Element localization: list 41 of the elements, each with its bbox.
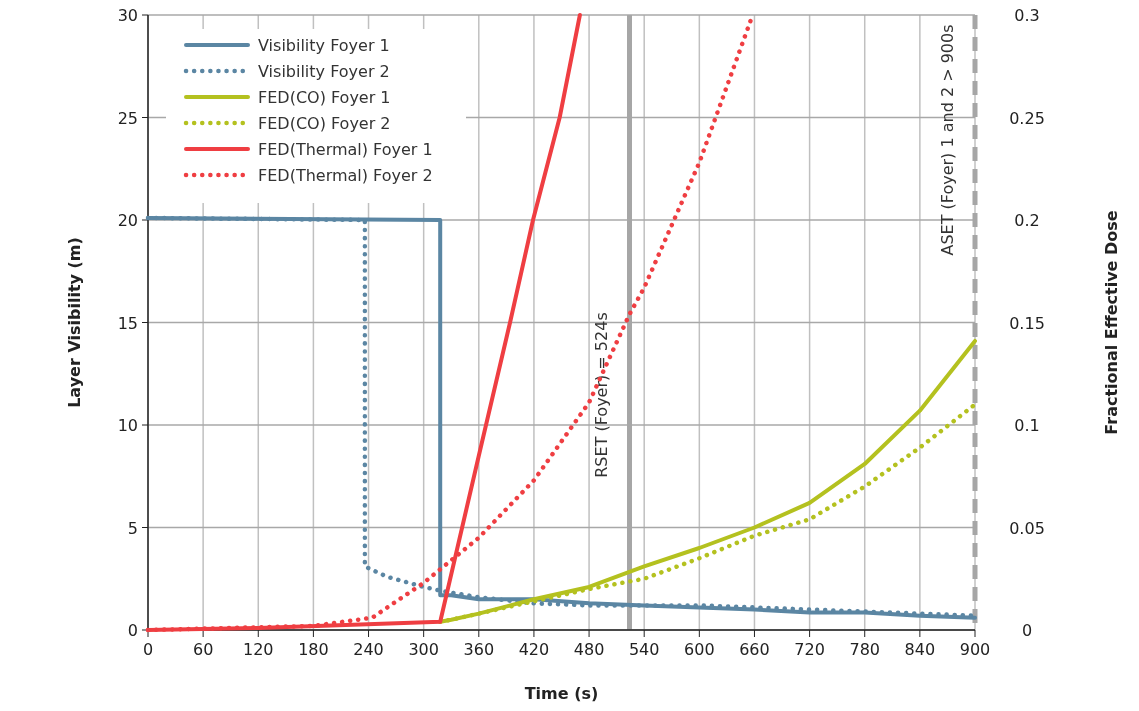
y2-tick-label: 0.25	[1009, 108, 1045, 128]
x-axis-title: Time (s)	[524, 684, 599, 703]
y-tick-label: 10	[117, 416, 138, 435]
x-tick-label: 0	[142, 640, 154, 659]
y-axis-title: Layer Visibility (m)	[65, 237, 84, 408]
legend-label: Visibility Foyer 1	[258, 36, 390, 55]
legend-label: FED(Thermal) Foyer 1	[258, 140, 433, 159]
y2-tick-label: 0.1	[1014, 416, 1040, 435]
y-tick-label: 0	[127, 621, 138, 640]
x-tick-label: 480	[573, 640, 605, 659]
x-tick-label: 540	[628, 640, 660, 659]
x-tick-label: 660	[739, 640, 770, 659]
x-tick-label: 900	[959, 640, 991, 659]
x-tick-label: 180	[298, 640, 329, 659]
ref-line-label: RSET (Foyer) = 524s	[592, 312, 612, 478]
x-tick-label: 300	[408, 640, 439, 659]
x-tick-label: 240	[353, 640, 384, 659]
y-tick-label: 25	[117, 108, 138, 128]
ref-line-label: ASET (Foyer) 1 and 2 > 900s	[938, 24, 957, 256]
legend-label: FED(CO) Foyer 1	[258, 88, 391, 107]
y2-tick-label: 0	[1021, 621, 1033, 640]
x-tick-label: 600	[684, 640, 715, 659]
x-tick-label: 120	[242, 640, 274, 659]
y2-tick-label: 0.05	[1009, 518, 1045, 538]
x-tick-label: 360	[463, 640, 495, 659]
y2-tick-label: 0.2	[1014, 211, 1040, 230]
y2-axis-title: Fractional Effective Dose	[1102, 210, 1121, 435]
legend-label: Visibility Foyer 2	[258, 62, 390, 81]
x-tick-label: 720	[794, 640, 825, 659]
y2-tick-label: 0.15	[1009, 313, 1045, 333]
x-tick-label: 840	[904, 640, 936, 659]
y-tick-label: 30	[117, 6, 138, 25]
x-tick-label: 60	[192, 640, 214, 659]
y2-tick-label: 0.3	[1014, 6, 1040, 25]
legend-label: FED(CO) Foyer 2	[258, 114, 391, 133]
x-tick-label: 780	[849, 640, 881, 659]
y-tick-label: 5	[127, 518, 138, 538]
y-tick-label: 20	[117, 211, 138, 230]
x-tick-label: 420	[518, 640, 550, 659]
legend-label: FED(Thermal) Foyer 2	[258, 166, 433, 185]
y-tick-label: 15	[117, 313, 138, 333]
